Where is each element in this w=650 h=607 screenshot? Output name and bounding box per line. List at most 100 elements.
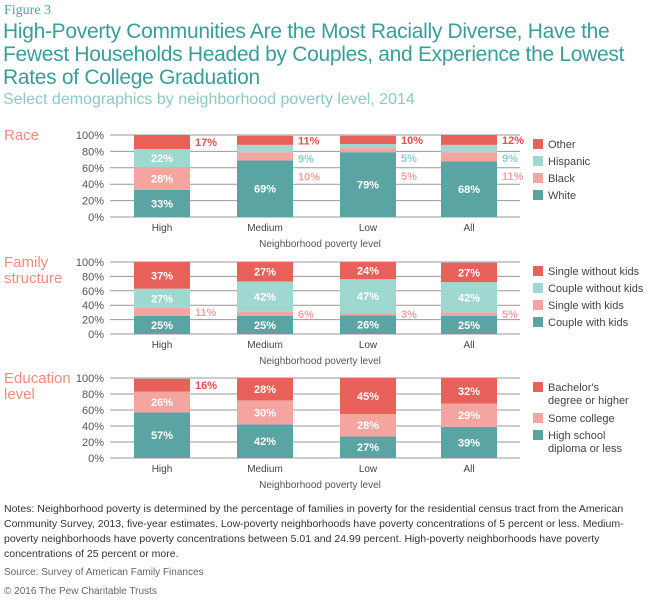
copyright: © 2016 The Pew Charitable Trusts: [4, 586, 157, 597]
data-label: 57%: [151, 430, 173, 442]
bar-segment: [237, 378, 293, 401]
y-tick-label: 40%: [82, 421, 104, 433]
data-label: 32%: [458, 386, 480, 398]
y-tick-label: 100%: [76, 130, 104, 142]
bar-segment: [441, 144, 497, 153]
data-label: 10%: [401, 135, 423, 147]
x-tick-label: All: [463, 223, 474, 234]
legend-item: Couple without kids: [548, 283, 644, 295]
chart-subtitle: Select demographics by neighborhood pove…: [3, 91, 415, 108]
bar-segment: [441, 161, 497, 217]
bar-segment: [237, 400, 293, 425]
bar-segment: [237, 160, 293, 217]
data-label: 45%: [357, 391, 379, 403]
x-axis-label: Neighborhood poverty level: [259, 239, 381, 250]
section-title: Race: [4, 127, 39, 144]
data-label: 25%: [254, 320, 276, 332]
bar-segment: [441, 426, 497, 458]
data-label: 10%: [298, 171, 320, 183]
data-label: 28%: [254, 384, 276, 396]
bar-segment: [237, 152, 293, 161]
x-axis-label: Neighborhood poverty level: [259, 480, 381, 491]
data-label: 28%: [151, 173, 173, 185]
bar-segment: [340, 436, 396, 458]
y-tick-label: 80%: [82, 389, 104, 401]
y-tick-label: 0%: [88, 453, 104, 465]
data-label: 25%: [151, 320, 173, 332]
legend-swatch: [533, 156, 543, 166]
chart-title: High-Poverty Communities Are the Most Ra…: [3, 20, 625, 89]
x-tick-label: High: [152, 340, 173, 351]
data-label: 24%: [357, 266, 379, 278]
data-label: 42%: [254, 436, 276, 448]
bar-segment: [134, 316, 190, 334]
data-label: 27%: [151, 293, 173, 305]
legend-item: White: [548, 190, 576, 202]
legend-item: Single with kids: [548, 300, 624, 312]
data-label: 28%: [357, 420, 379, 432]
bar-segment: [441, 152, 497, 162]
legend-item: Couple with kids: [548, 317, 629, 329]
data-label: 6%: [298, 309, 314, 321]
bar-segment: [237, 281, 293, 312]
data-label: 26%: [357, 320, 379, 332]
legend-swatch: [533, 173, 543, 183]
section-title: Family structure: [4, 254, 62, 287]
bar-segment: [441, 378, 497, 404]
bar-segment: [134, 148, 190, 167]
y-tick-label: 20%: [82, 315, 104, 327]
x-tick-label: Low: [359, 340, 378, 351]
chart-panel-1: Family structure 0% 20% 40% 60% 80% 100% 25% 27% 3…: [4, 254, 644, 367]
bar-segment: [340, 262, 396, 280]
bar-segment: [134, 308, 190, 316]
bar-segment: [340, 315, 396, 334]
legend-swatch: [533, 266, 543, 276]
data-label: 79%: [357, 180, 379, 192]
y-tick-label: 80%: [82, 146, 104, 158]
y-tick-label: 60%: [82, 405, 104, 417]
x-tick-label: Medium: [247, 223, 283, 234]
legend-item: Other: [548, 139, 576, 151]
legend-swatch: [533, 139, 543, 149]
x-tick-label: All: [463, 464, 474, 475]
x-tick-label: Low: [359, 223, 378, 234]
y-tick-label: 40%: [82, 179, 104, 191]
y-tick-label: 80%: [82, 271, 104, 283]
data-label: 69%: [254, 184, 276, 196]
x-tick-label: Medium: [247, 340, 283, 351]
bar-segment: [134, 166, 190, 190]
bar-segment: [134, 262, 190, 289]
bar-segment: [237, 311, 293, 316]
data-label: 9%: [502, 153, 518, 165]
data-label: 5%: [401, 171, 417, 183]
data-label: 27%: [254, 267, 276, 279]
x-tick-label: Low: [359, 464, 378, 475]
bar-segment: [340, 148, 396, 153]
legend-swatch: [533, 413, 543, 423]
data-label: 26%: [151, 397, 173, 409]
bar-segment: [441, 135, 497, 145]
data-label: 11%: [195, 307, 217, 319]
y-tick-label: 0%: [88, 212, 104, 224]
bar-segment: [340, 414, 396, 437]
bar-segment: [134, 391, 190, 413]
data-label: 39%: [458, 437, 480, 449]
bar-segment: [237, 135, 293, 145]
bar-segment: [134, 135, 190, 149]
data-label: 12%: [502, 135, 524, 147]
data-label: 5%: [502, 309, 518, 321]
data-label: 25%: [458, 320, 480, 332]
chart-panel-2: Education level 0% 20% 40% 60% 80% 100% 57% 26% 16…: [4, 370, 629, 491]
data-label: 3%: [401, 309, 417, 321]
legend-item: Single without kids: [548, 266, 640, 278]
notes: Notes: Neighborhood poverty is determine…: [4, 503, 624, 560]
x-tick-label: Medium: [247, 464, 283, 475]
x-tick-label: High: [152, 464, 173, 475]
section-title: Education level: [4, 370, 71, 403]
y-tick-label: 0%: [88, 329, 104, 341]
data-label: 29%: [458, 410, 480, 422]
legend-item: Hispanic: [548, 156, 591, 168]
legend-item: Black: [548, 173, 575, 185]
legend-swatch: [533, 317, 543, 327]
bar-segment: [340, 152, 396, 217]
